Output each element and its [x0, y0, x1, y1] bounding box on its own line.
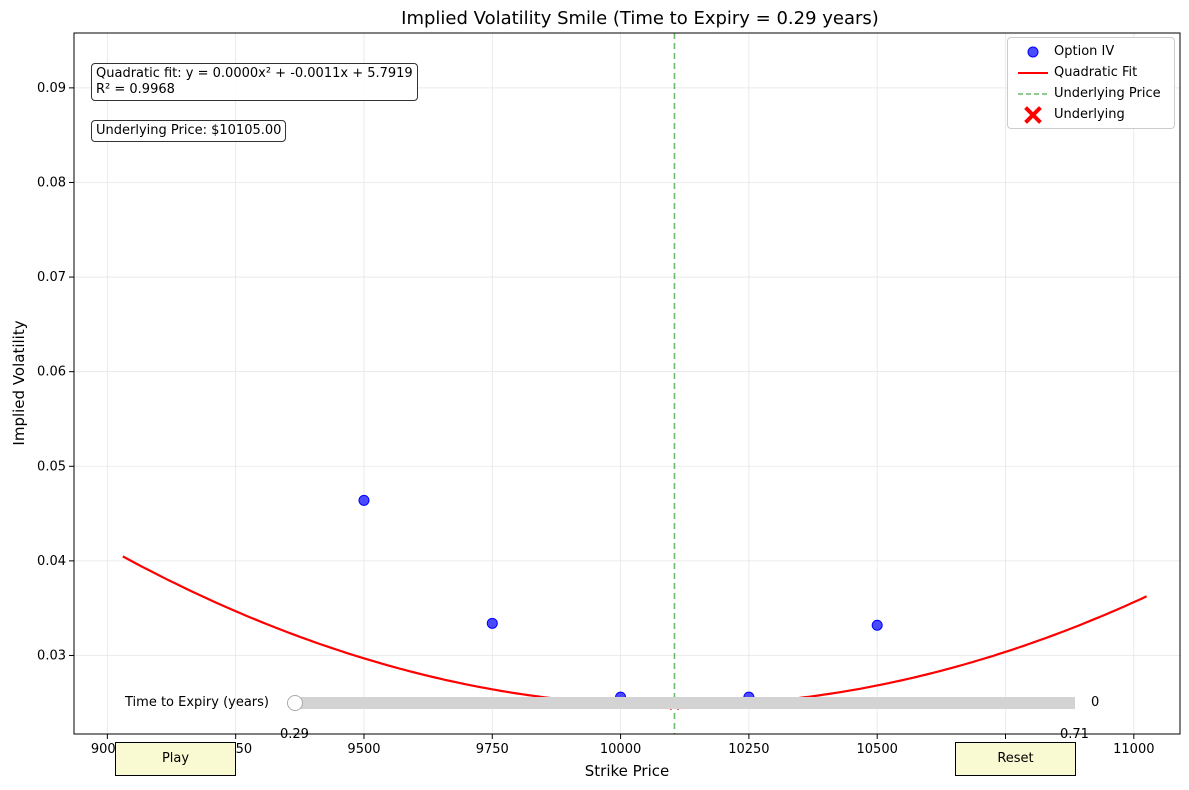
x-axis-label: Strike Price: [585, 762, 669, 780]
x-tick-label: 10250: [728, 742, 769, 757]
dashed-line-icon: [1018, 93, 1048, 95]
x-tick-label: 10500: [857, 742, 898, 757]
legend-item-quadratic-fit: Quadratic Fit: [1008, 63, 1174, 83]
y-tick-label: 0.07: [37, 270, 66, 285]
slider-min-label: 0.29: [280, 727, 309, 742]
x-marker-icon: [1024, 106, 1042, 124]
plot-frame: [73, 32, 1181, 735]
legend-item-underlying-price: Underlying Price: [1008, 84, 1174, 104]
legend-label: Quadratic Fit: [1054, 65, 1138, 80]
play-button[interactable]: Play: [115, 742, 236, 776]
option-iv-point: [358, 494, 370, 506]
option-iv-point: [486, 617, 498, 629]
legend-item-option-iv: Option IV: [1008, 42, 1174, 62]
y-tick-label: 0.04: [37, 554, 66, 569]
y-tick-label: 0.03: [37, 648, 66, 663]
line-icon: [1018, 72, 1048, 74]
y-tick-label: 0.05: [37, 459, 66, 474]
chart-title: Implied Volatility Smile (Time to Expiry…: [401, 8, 879, 29]
option-iv-point: [871, 619, 883, 631]
underlying-price-annotation: Underlying Price: $10105.00: [91, 120, 287, 142]
time-to-expiry-slider-handle[interactable]: [287, 695, 303, 711]
y-axis-ticks: 0.03 0.04 0.05 0.06 0.07 0.08 0.09: [37, 81, 74, 663]
fit-curve-path: [122, 555, 1148, 707]
legend-label: Option IV: [1054, 44, 1115, 59]
y-tick-label: 0.09: [37, 81, 66, 96]
grid-lines: [74, 33, 1180, 734]
legend-item-underlying: Underlying: [1008, 105, 1174, 125]
legend-label: Underlying Price: [1054, 86, 1161, 101]
x-axis-ticks: 9000925095009750100001025010500107501100…: [91, 734, 1154, 757]
y-axis-label: Implied Volatility: [10, 320, 28, 445]
y-tick-label: 0.08: [37, 175, 66, 190]
chart-legend: Option IV Quadratic Fit Underlying Price…: [1007, 37, 1175, 129]
slider-label: Time to Expiry (years): [125, 695, 269, 710]
x-tick-label: 9500: [347, 742, 380, 757]
slider-value: 0: [1091, 695, 1100, 710]
x-tick-label: 11000: [1113, 742, 1154, 757]
circle-marker-icon: [1027, 46, 1039, 58]
x-tick-label: 10000: [600, 742, 641, 757]
legend-label: Underlying: [1054, 107, 1125, 122]
fit-equation-annotation: Quadratic fit: y = 0.0000x² + -0.0011x +…: [91, 63, 418, 101]
time-to-expiry-slider-track[interactable]: [295, 697, 1075, 709]
slider-max-label: 0.71: [1060, 727, 1089, 742]
quadratic-fit-curve: [122, 555, 1148, 707]
y-tick-label: 0.06: [37, 365, 66, 380]
reset-button[interactable]: Reset: [955, 742, 1076, 776]
x-tick-label: 9750: [476, 742, 509, 757]
